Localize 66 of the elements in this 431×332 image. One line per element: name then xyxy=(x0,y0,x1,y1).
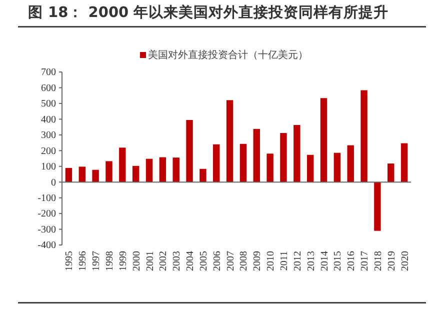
bar xyxy=(146,158,153,182)
bar xyxy=(334,152,341,182)
x-tick-label: 2001 xyxy=(144,251,156,271)
y-tick-label: 500 xyxy=(41,98,56,110)
chart-title: 图 18： 2000 年以来美国对外直接投资同样有所提升 xyxy=(28,3,389,21)
bar xyxy=(200,168,206,182)
y-tick-label: 400 xyxy=(41,114,56,126)
bar xyxy=(400,143,408,182)
bar xyxy=(374,182,381,231)
bar xyxy=(226,100,234,182)
x-tick-label: 2015 xyxy=(332,251,344,271)
x-tick-label: 2002 xyxy=(158,251,170,271)
y-tick-label: 700 xyxy=(41,67,56,78)
bar xyxy=(240,144,247,182)
bar xyxy=(92,170,99,182)
x-tick-label: 2013 xyxy=(306,251,317,271)
x-tick-label: 2000 xyxy=(131,251,142,271)
legend-label: 美国对外直接投资合计（十亿美元） xyxy=(148,49,308,61)
bar xyxy=(388,164,394,182)
x-tick-label: 2012 xyxy=(292,251,304,271)
y-tick-label: -300 xyxy=(38,224,56,236)
x-tick-label: 2011 xyxy=(278,251,290,271)
x-tick-label: 2018 xyxy=(372,251,384,271)
bar xyxy=(280,133,287,182)
bar xyxy=(78,166,86,182)
x-tick-label: 2005 xyxy=(198,251,210,271)
bar xyxy=(306,154,314,182)
x-tick-label: 2004 xyxy=(185,251,196,271)
y-tick-label: 100 xyxy=(41,162,56,173)
bar xyxy=(360,90,368,182)
bar xyxy=(347,145,354,182)
x-tick-label: 1999 xyxy=(118,251,129,271)
bar xyxy=(253,128,260,182)
y-tick-label: 300 xyxy=(41,130,56,142)
x-tick-label: 2008 xyxy=(238,251,250,271)
x-tick-label: 2006 xyxy=(212,251,223,271)
bar xyxy=(294,125,300,182)
y-tick-label: 0 xyxy=(51,177,56,188)
y-tick-label: -100 xyxy=(38,193,56,204)
bar xyxy=(172,158,180,182)
x-tick-label: 2016 xyxy=(346,251,358,271)
y-tick-label: 200 xyxy=(41,146,56,157)
y-tick-label: 600 xyxy=(41,82,56,94)
bar xyxy=(132,166,140,182)
bar xyxy=(320,98,328,182)
x-tick-label: 2003 xyxy=(172,251,183,271)
y-tick-label: -200 xyxy=(38,208,56,220)
y-tick-label: -400 xyxy=(38,240,56,252)
bar xyxy=(186,120,193,182)
x-tick-label: 1995 xyxy=(64,251,76,271)
bar xyxy=(65,168,72,182)
x-tick-label: 2017 xyxy=(360,251,371,271)
bar xyxy=(106,161,112,182)
x-tick-label: 1997 xyxy=(91,251,102,271)
bar xyxy=(119,148,126,182)
bar xyxy=(266,154,274,182)
x-tick-label: 1998 xyxy=(104,251,116,271)
x-tick-label: 1996 xyxy=(78,251,89,271)
x-tick-label: 2007 xyxy=(225,251,236,271)
x-tick-label: 2009 xyxy=(252,251,264,271)
bar xyxy=(159,157,166,182)
x-tick-label: 2014 xyxy=(319,251,330,271)
x-tick-label: 2020 xyxy=(400,251,411,271)
bar xyxy=(213,144,220,182)
x-tick-label: 2019 xyxy=(386,251,398,271)
x-tick-label: 2010 xyxy=(266,251,277,271)
